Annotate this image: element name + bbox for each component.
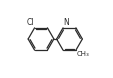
Text: Cl: Cl (26, 18, 34, 27)
Text: CH₃: CH₃ (76, 51, 88, 57)
Text: N: N (63, 18, 68, 27)
